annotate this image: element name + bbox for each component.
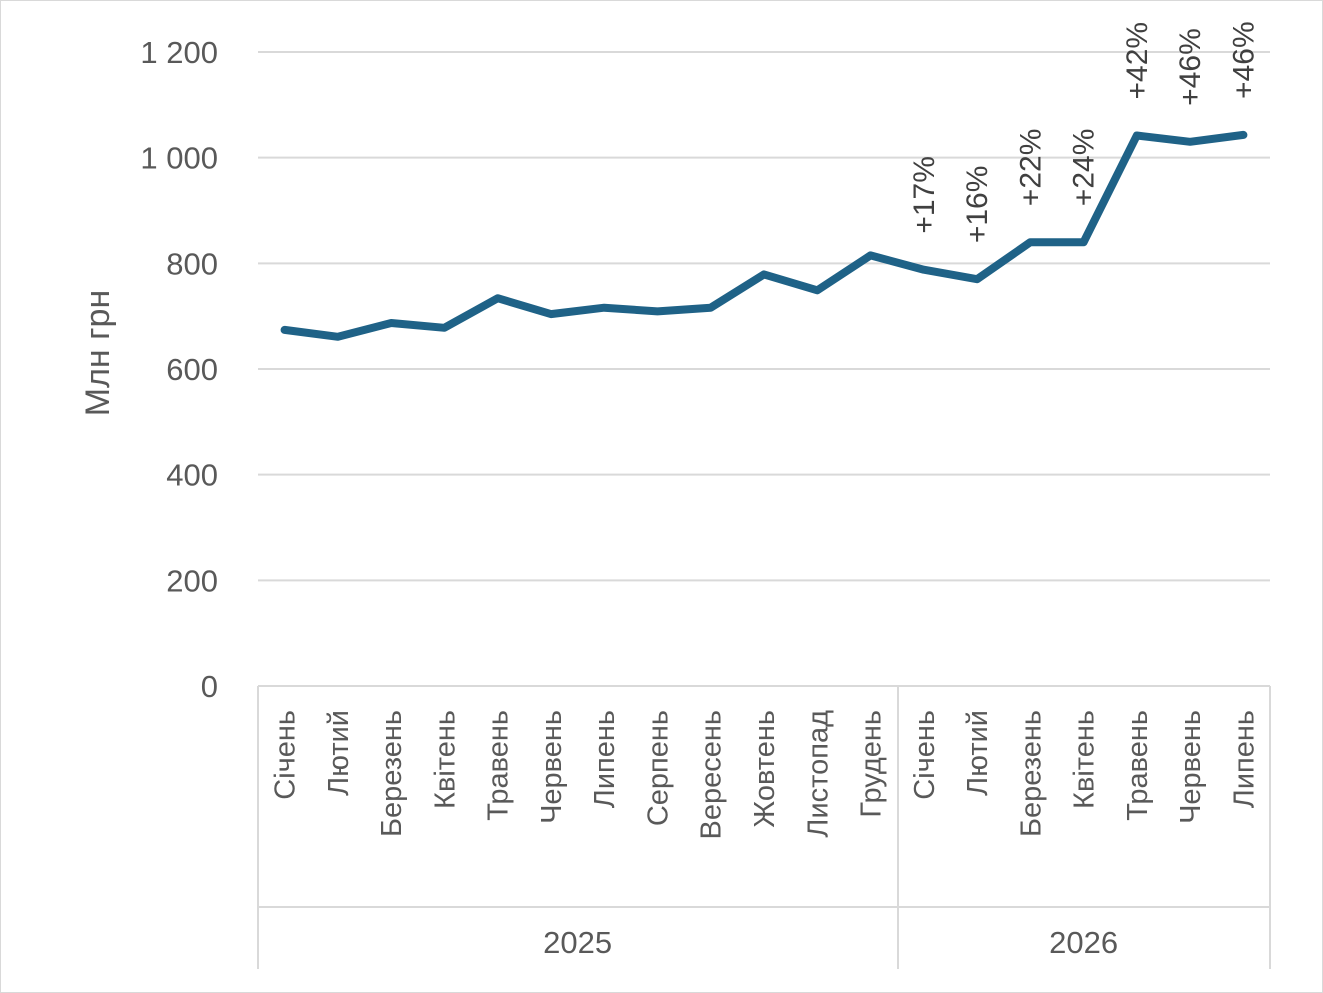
gridlines (258, 51, 1270, 582)
x-tick-label: Лютий (962, 710, 994, 796)
x-tick-label: Травень (1122, 710, 1154, 821)
y-axis-ticks: 0 200 400 600 800 1 000 1 200 (140, 35, 218, 704)
y-tick-label: 400 (166, 458, 218, 493)
data-label: +46% (1174, 28, 1207, 106)
series-line (280, 130, 1248, 341)
x-tick-label: Січень (909, 710, 941, 800)
x-tick-label: Червень (1175, 710, 1207, 824)
x-tick-label: Січень (270, 710, 302, 800)
year-group-label: 2025 (543, 925, 612, 960)
x-tick-label: Березень (1015, 710, 1047, 837)
y-tick-label: 800 (166, 246, 218, 281)
x-tick-label: Грудень (856, 710, 888, 818)
y-axis-label: Млн грн (79, 290, 117, 416)
year-group-label: 2026 (1049, 925, 1118, 960)
data-label: +24% (1068, 129, 1101, 207)
data-label: +22% (1014, 129, 1047, 207)
data-label: +16% (961, 166, 994, 244)
x-tick-label: Травень (483, 710, 515, 821)
x-tick-label: Березень (376, 710, 408, 837)
x-tick-label: Серпень (642, 710, 674, 826)
y-tick-label: 1 000 (140, 141, 218, 176)
x-axis: Січень Лютий Березень Квітень Травень Червень… (257, 685, 1271, 969)
x-tick-label: Липень (589, 710, 621, 808)
x-tick-label: Листопад (802, 710, 834, 838)
x-tick-label: Червень (536, 710, 568, 824)
y-tick-label: 0 (201, 669, 218, 704)
y-tick-label: 200 (166, 563, 218, 598)
x-tick-label: Жовтень (749, 710, 781, 828)
y-tick-label: 600 (166, 352, 218, 387)
x-tick-label: Липень (1228, 710, 1260, 808)
annotations: +17% +16% +22% +24% +42% +46% +46% (908, 21, 1261, 243)
x-tick-label: Лютий (323, 710, 355, 796)
x-tick-label: Вересень (696, 710, 728, 839)
data-label: +42% (1121, 22, 1154, 100)
y-tick-label: 1 200 (140, 35, 218, 70)
data-label: +17% (908, 156, 941, 234)
data-label: +46% (1227, 21, 1260, 99)
x-tick-label: Квітень (429, 710, 461, 809)
x-tick-label: Квітень (1069, 710, 1101, 809)
